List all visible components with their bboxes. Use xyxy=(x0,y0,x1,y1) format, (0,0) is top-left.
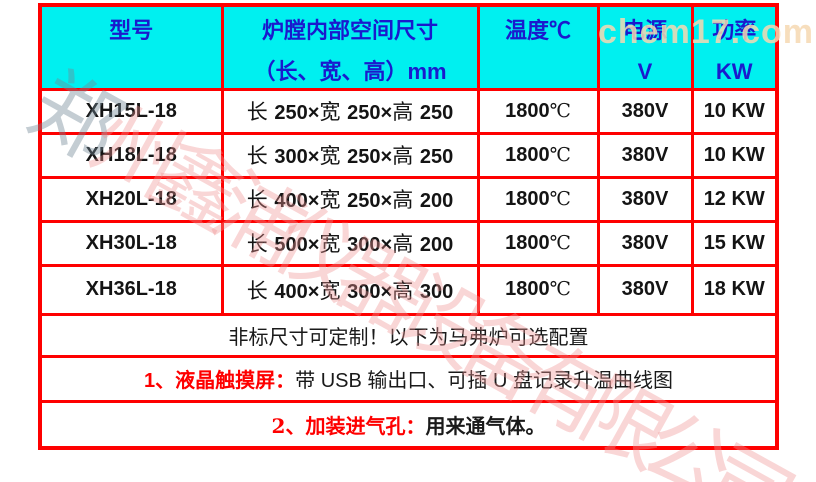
temperature-cell: 1800℃ xyxy=(476,131,600,179)
temperature-cell: 1800℃ xyxy=(476,219,600,267)
col-header-temperature-label: 温度℃ xyxy=(504,18,571,43)
option2-cell: 2、加装进气孔：用来通气体。 xyxy=(38,399,779,450)
option1-cell: 1、液晶触摸屏：带 USB 输出口、可插 U 盘记录升温曲线图 xyxy=(38,354,779,403)
model-cell: XH20L-18 xyxy=(38,175,224,223)
size-cell: 长 250×宽 250×高 250 xyxy=(220,87,480,135)
power-cell: 10 KW xyxy=(690,87,779,135)
spec-row: XH18L-18 长 300×宽 250×高 250 1800℃ 380V 10 KW xyxy=(38,131,779,179)
size-cell: 长 400×宽 250×高 200 xyxy=(220,175,480,223)
col-header-temperature: 温度℃ xyxy=(476,3,600,91)
voltage-cell: 380V xyxy=(596,219,694,267)
size-cell: 长 300×宽 250×高 250 xyxy=(220,131,480,179)
model-cell: XH18L-18 xyxy=(38,131,224,179)
option2-label: 2、加装进气孔： xyxy=(271,413,426,438)
option1-text: 带 USB 输出口、可插 U 盘记录升温曲线图 xyxy=(295,370,673,392)
power-cell: 12 KW xyxy=(690,175,779,223)
spec-row: XH20L-18 长 400×宽 250×高 200 1800℃ 380V 12 KW xyxy=(38,175,779,223)
size-cell: 长 500×宽 300×高 200 xyxy=(220,219,480,267)
temperature-cell: 1800℃ xyxy=(476,87,600,135)
col-header-power: 功率 KW xyxy=(690,3,779,91)
option1-label: 1、液晶触摸屏： xyxy=(144,370,296,392)
model-cell: XH15L-18 xyxy=(38,87,224,135)
option1-row: 1、液晶触摸屏：带 USB 输出口、可插 U 盘记录升温曲线图 xyxy=(38,354,779,403)
col-header-supply-line2: V xyxy=(637,59,653,84)
col-header-model: 型号 xyxy=(38,3,224,91)
voltage-cell: 380V xyxy=(596,87,694,135)
temperature-cell: 1800℃ xyxy=(476,175,600,223)
col-header-size: 炉膛内部空间尺寸 （长、宽、高）mm xyxy=(220,3,480,91)
col-header-size-line2: （长、宽、高）mm xyxy=(253,59,447,84)
col-header-power-line2: KW xyxy=(715,59,753,84)
power-cell: 18 KW xyxy=(690,263,779,316)
col-header-supply: 电源 V xyxy=(596,3,694,91)
col-header-model-label: 型号 xyxy=(109,18,154,43)
spec-row: XH15L-18 长 250×宽 250×高 250 1800℃ 380V 10 KW xyxy=(38,87,779,135)
voltage-cell: 380V xyxy=(596,175,694,223)
furnace-spec-table: 型号 炉膛内部空间尺寸 （长、宽、高）mm 温度℃ 电源 V 功率 KW XH1… xyxy=(38,3,779,450)
size-cell: 长 400×宽 300×高 300 xyxy=(220,263,480,316)
temperature-cell: 1800℃ xyxy=(476,263,600,316)
option2-row: 2、加装进气孔：用来通气体。 xyxy=(38,399,779,450)
col-header-power-line1: 功率 xyxy=(712,18,757,43)
header-row: 型号 炉膛内部空间尺寸 （长、宽、高）mm 温度℃ 电源 V 功率 KW xyxy=(38,3,779,91)
voltage-cell: 380V xyxy=(596,263,694,316)
spec-table-body: XH15L-18 长 250×宽 250×高 250 1800℃ 380V 10 KW X… xyxy=(38,87,779,316)
custom-note-text: 非标尺寸可定制！以下为马弗炉可选配置 xyxy=(38,312,779,358)
model-cell: XH30L-18 xyxy=(38,219,224,267)
option2-text: 用来通气体。 xyxy=(425,413,546,438)
spec-row: XH30L-18 长 500×宽 300×高 200 1800℃ 380V 15 KW xyxy=(38,219,779,267)
voltage-cell: 380V xyxy=(596,131,694,179)
custom-note-row: 非标尺寸可定制！以下为马弗炉可选配置 xyxy=(38,312,779,358)
spec-row: XH36L-18 长 400×宽 300×高 300 1800℃ 380V 18 KW xyxy=(38,263,779,316)
power-cell: 15 KW xyxy=(690,219,779,267)
col-header-supply-line1: 电源 xyxy=(622,18,667,43)
col-header-size-line1: 炉膛内部空间尺寸 xyxy=(261,18,438,43)
model-cell: XH36L-18 xyxy=(38,263,224,316)
power-cell: 10 KW xyxy=(690,131,779,179)
